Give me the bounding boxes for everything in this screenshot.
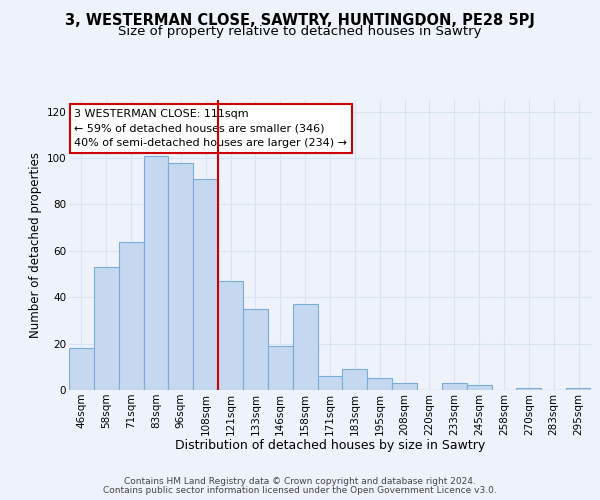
Bar	[143, 156, 169, 390]
Bar	[94, 267, 119, 390]
Text: Contains HM Land Registry data © Crown copyright and database right 2024.: Contains HM Land Registry data © Crown c…	[124, 477, 476, 486]
Bar	[193, 179, 218, 390]
Bar	[467, 386, 491, 390]
Bar	[317, 376, 343, 390]
Bar	[119, 242, 143, 390]
Text: 3 WESTERMAN CLOSE: 111sqm
← 59% of detached houses are smaller (346)
40% of semi: 3 WESTERMAN CLOSE: 111sqm ← 59% of detac…	[74, 108, 347, 148]
Bar	[218, 281, 243, 390]
Text: 3, WESTERMAN CLOSE, SAWTRY, HUNTINGDON, PE28 5PJ: 3, WESTERMAN CLOSE, SAWTRY, HUNTINGDON, …	[65, 12, 535, 28]
X-axis label: Distribution of detached houses by size in Sawtry: Distribution of detached houses by size …	[175, 439, 485, 452]
Y-axis label: Number of detached properties: Number of detached properties	[29, 152, 43, 338]
Bar	[169, 162, 193, 390]
Bar	[517, 388, 541, 390]
Text: Contains public sector information licensed under the Open Government Licence v3: Contains public sector information licen…	[103, 486, 497, 495]
Text: Size of property relative to detached houses in Sawtry: Size of property relative to detached ho…	[118, 25, 482, 38]
Bar	[268, 346, 293, 390]
Bar	[243, 309, 268, 390]
Bar	[343, 369, 367, 390]
Bar	[367, 378, 392, 390]
Bar	[442, 383, 467, 390]
Bar	[566, 388, 591, 390]
Bar	[293, 304, 317, 390]
Bar	[69, 348, 94, 390]
Bar	[392, 383, 417, 390]
